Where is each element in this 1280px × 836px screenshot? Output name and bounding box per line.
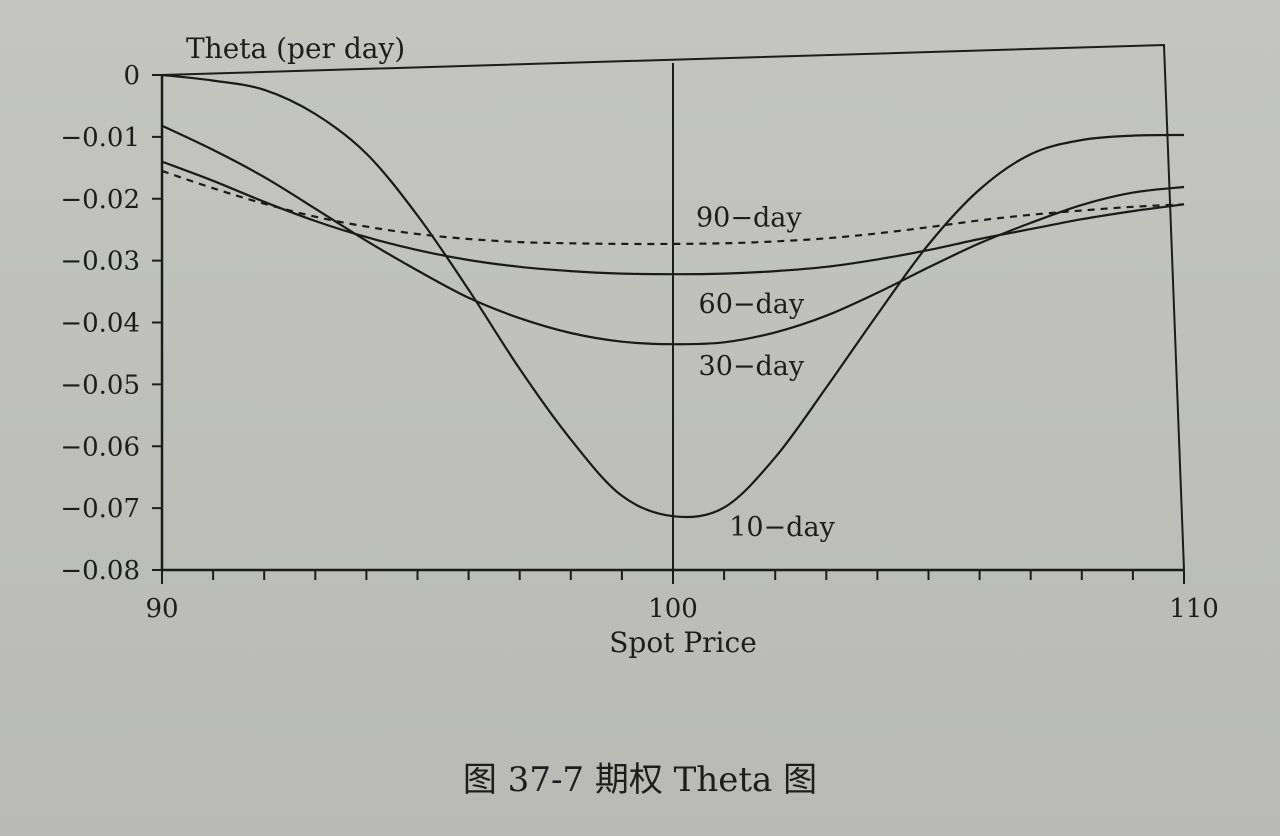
- plot-frame: [160, 43, 1186, 572]
- series-label-60-day: 60−day: [699, 289, 805, 320]
- x-tick-label: 110: [1169, 594, 1219, 624]
- series-line-90-day: [161, 169, 1185, 246]
- y-tick-label: −0.05: [60, 370, 140, 400]
- y-tick-label: 0: [123, 61, 140, 91]
- series-line-10-day: [161, 73, 1185, 519]
- series-label-30-day: 30−day: [699, 351, 805, 382]
- labels: 0 −0.01 −0.02 −0.03 −0.04 −0.05 −0.06 −0.07 −0.0…: [60, 32, 1219, 659]
- axis-ticks: [152, 74, 1185, 584]
- y-tick-label: −0.02: [60, 185, 140, 215]
- series-group: [161, 73, 1185, 519]
- y-tick-label: −0.06: [60, 432, 140, 462]
- series-line-30-day: [161, 124, 1185, 346]
- series-line-60-day: [161, 160, 1185, 276]
- series-label-90-day: 90−day: [696, 203, 802, 234]
- y-tick-label: −0.08: [60, 556, 140, 586]
- x-tick-label: 100: [648, 594, 698, 624]
- y-tick-label: −0.04: [60, 309, 140, 339]
- x-tick-label: 90: [145, 594, 178, 624]
- series-label-10-day: 10−day: [729, 512, 835, 543]
- y-tick-label: −0.01: [60, 123, 140, 153]
- y-axis-title: Theta (per day): [186, 32, 405, 65]
- y-tick-label: −0.03: [60, 247, 140, 277]
- x-axis-title: Spot Price: [609, 626, 757, 659]
- figure-caption: 图 37-7 期权 Theta 图: [462, 760, 818, 800]
- y-tick-label: −0.07: [60, 494, 140, 524]
